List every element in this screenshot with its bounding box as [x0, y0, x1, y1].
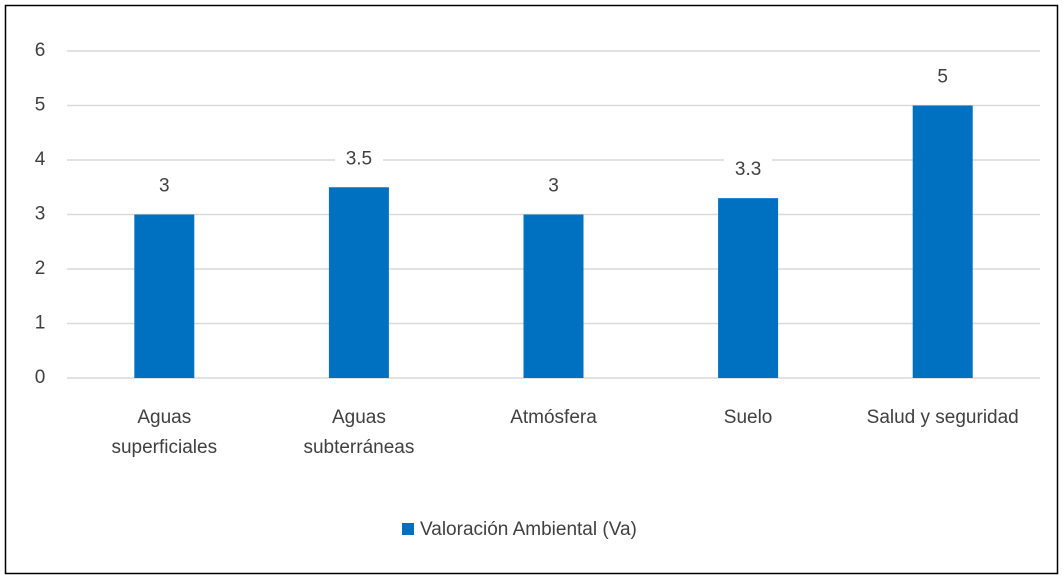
- y-tick-label: 1: [35, 313, 46, 334]
- x-tick-label: Atmósfera: [510, 407, 597, 428]
- x-tick-label: Suelo: [724, 407, 773, 428]
- data-label-bg: [918, 64, 967, 91]
- y-tick-label: 0: [35, 367, 46, 388]
- legend-label: Valoración Ambiental (Va): [420, 519, 637, 540]
- y-tick-label: 2: [35, 258, 46, 279]
- x-tick-label: subterráneas: [303, 437, 414, 458]
- bar: [134, 214, 195, 378]
- data-label-bg: [140, 173, 189, 200]
- bar: [718, 198, 779, 378]
- data-label: 3: [548, 176, 559, 197]
- bar: [523, 214, 584, 378]
- y-tick-label: 3: [35, 204, 46, 225]
- y-tick-label: 4: [35, 149, 46, 170]
- x-tick-label: Salud y seguridad: [867, 407, 1019, 428]
- x-tick-label: superficiales: [111, 437, 217, 458]
- data-label: 3.3: [735, 159, 761, 180]
- y-tick-label: 6: [35, 40, 46, 61]
- data-label: 3.5: [346, 148, 372, 169]
- legend-swatch: [402, 523, 414, 535]
- bar: [328, 187, 389, 378]
- x-tick-label: Aguas: [137, 407, 191, 428]
- bar: [912, 105, 973, 378]
- data-label-bg: [724, 157, 773, 184]
- data-label: 3: [159, 176, 170, 197]
- y-tick-label: 5: [35, 95, 46, 116]
- x-tick-label: Aguas: [332, 407, 386, 428]
- data-label: 5: [937, 67, 948, 88]
- data-label-bg: [529, 173, 578, 200]
- data-label-bg: [334, 146, 383, 173]
